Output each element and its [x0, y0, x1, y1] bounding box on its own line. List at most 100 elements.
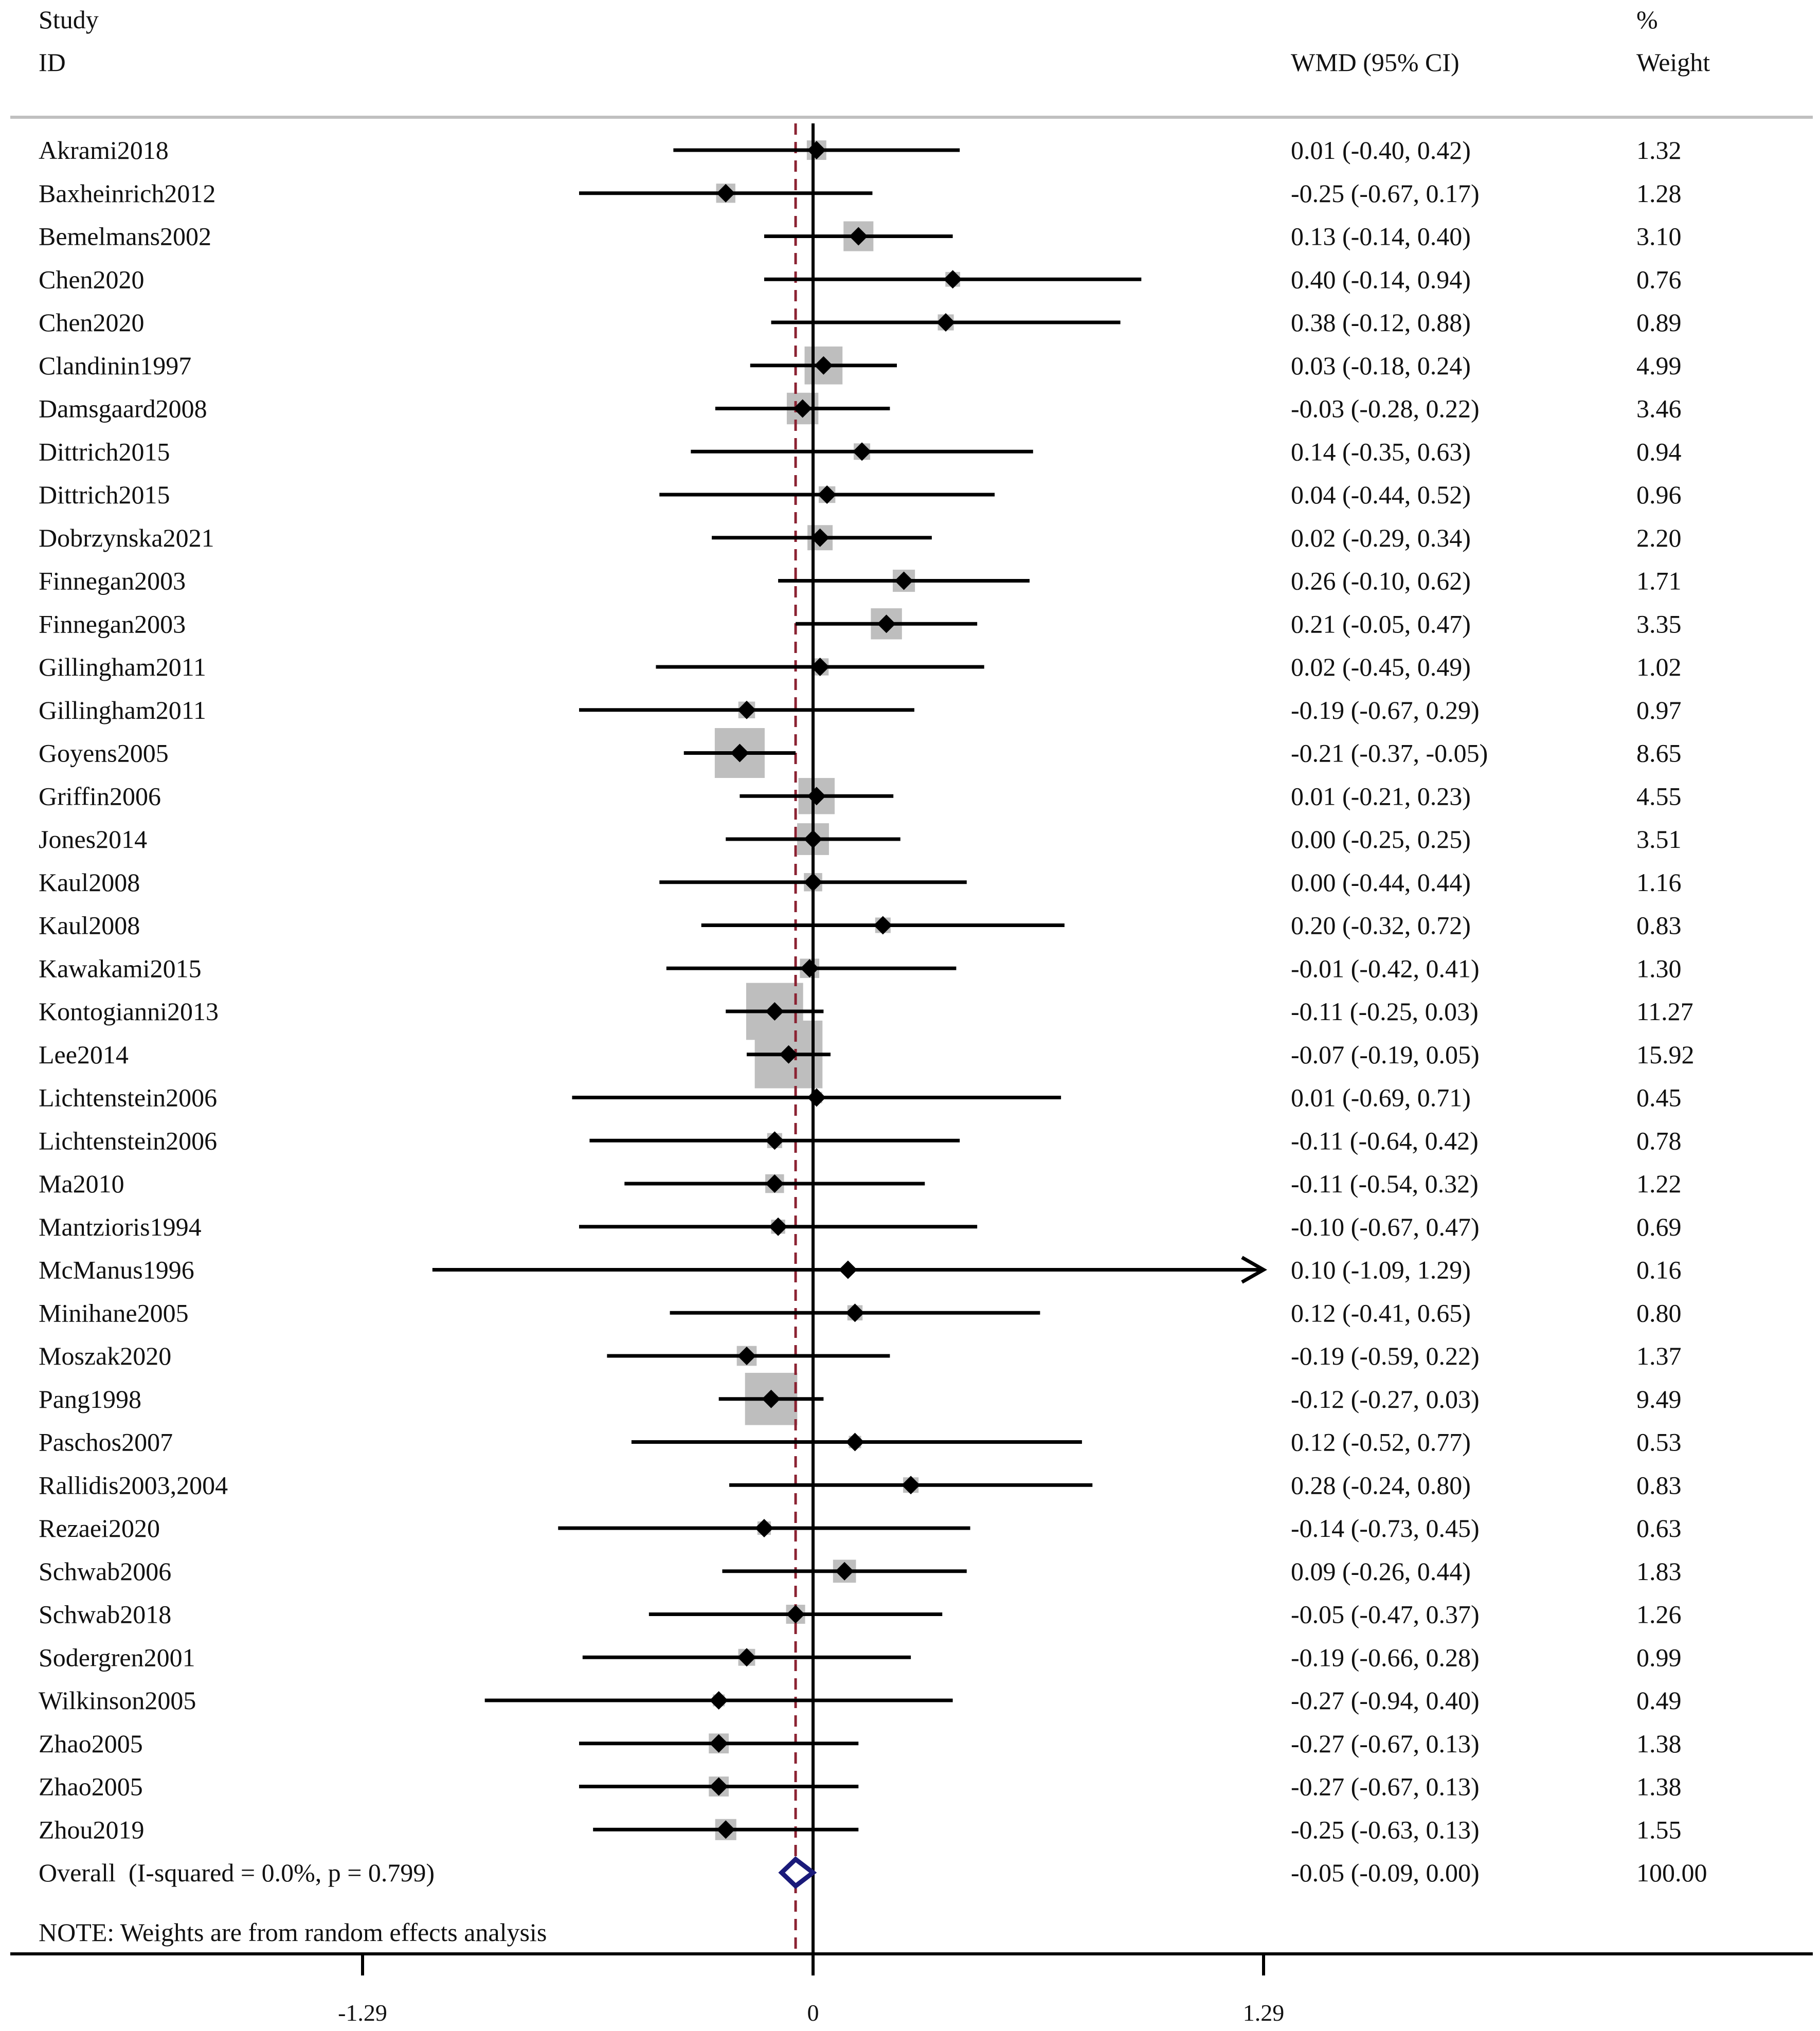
study-label: Mantzioris1994 — [39, 1212, 202, 1241]
study-label: Dittrich2015 — [39, 437, 170, 466]
point-estimate — [779, 1045, 798, 1064]
ci-text: 0.01 (-0.21, 0.23) — [1291, 782, 1471, 810]
weight-text: 11.27 — [1636, 997, 1693, 1026]
ci-text: -0.03 (-0.28, 0.22) — [1291, 394, 1480, 423]
ci-text: -0.11 (-0.64, 0.42) — [1291, 1126, 1479, 1155]
study-label: Dobrzynska2021 — [39, 523, 214, 552]
overall-ci-text: -0.05 (-0.09, 0.00) — [1291, 1858, 1480, 1887]
header-effect: WMD (95% CI) — [1291, 48, 1459, 77]
point-estimate — [849, 227, 868, 246]
weight-text: 3.35 — [1636, 609, 1682, 638]
weight-text: 0.63 — [1636, 1514, 1682, 1543]
weight-text: 1.32 — [1636, 136, 1682, 165]
weight-text: 1.26 — [1636, 1600, 1682, 1629]
ci-text: 0.20 (-0.32, 0.72) — [1291, 911, 1471, 940]
point-estimate — [902, 1476, 921, 1495]
point-estimate — [709, 1777, 728, 1796]
ci-text: -0.11 (-0.54, 0.32) — [1291, 1169, 1479, 1198]
point-estimate — [845, 1303, 864, 1322]
study-label: Finnegan2003 — [39, 609, 186, 638]
ci-text: 0.28 (-0.24, 0.80) — [1291, 1471, 1471, 1499]
study-label: Lee2014 — [39, 1040, 129, 1069]
ci-text: 0.09 (-0.26, 0.44) — [1291, 1557, 1471, 1586]
study-label: Rallidis2003,2004 — [39, 1471, 228, 1499]
point-estimate — [765, 1174, 784, 1193]
weight-text: 0.94 — [1636, 437, 1682, 466]
point-estimate — [894, 571, 913, 590]
weight-text: 1.28 — [1636, 179, 1682, 208]
point-estimate — [709, 1691, 728, 1710]
ci-text: -0.27 (-0.94, 0.40) — [1291, 1686, 1480, 1715]
ci-text: -0.14 (-0.73, 0.45) — [1291, 1514, 1480, 1543]
point-estimate — [709, 1734, 728, 1753]
weight-text: 1.30 — [1636, 954, 1682, 983]
point-estimate — [877, 614, 896, 633]
weight-text: 2.20 — [1636, 523, 1682, 552]
ci-text: 0.40 (-0.14, 0.94) — [1291, 265, 1471, 294]
study-label: Gillingham2011 — [39, 652, 206, 681]
header-id: ID — [39, 48, 66, 77]
point-estimate — [818, 485, 837, 504]
point-estimate — [769, 1217, 788, 1236]
ci-text: -0.12 (-0.27, 0.03) — [1291, 1385, 1480, 1413]
study-label: Dittrich2015 — [39, 480, 170, 509]
study-label: Lichtenstein2006 — [39, 1126, 217, 1155]
point-estimate — [730, 744, 749, 763]
ci-text: 0.12 (-0.41, 0.65) — [1291, 1298, 1471, 1327]
point-estimate — [737, 700, 756, 719]
point-estimate — [786, 1605, 805, 1624]
ci-text: -0.27 (-0.67, 0.13) — [1291, 1772, 1480, 1801]
weight-boxes — [709, 140, 961, 1840]
point-estimate — [936, 313, 956, 332]
point-estimate — [754, 1519, 773, 1537]
header-study: Study — [39, 5, 99, 34]
ci-text: 0.38 (-0.12, 0.88) — [1291, 308, 1471, 337]
point-estimate — [845, 1432, 864, 1452]
ci-text: 0.02 (-0.29, 0.34) — [1291, 523, 1471, 552]
point-estimate — [814, 356, 833, 375]
study-label: Goyens2005 — [39, 739, 169, 768]
point-estimate — [873, 916, 892, 935]
weight-text: 3.10 — [1636, 222, 1682, 251]
point-estimate — [807, 787, 826, 806]
point-estimate — [737, 1648, 756, 1667]
weight-text: 1.02 — [1636, 652, 1682, 681]
weight-text: 0.83 — [1636, 911, 1682, 940]
ci-text: 0.14 (-0.35, 0.63) — [1291, 437, 1471, 466]
weight-text: 15.92 — [1636, 1040, 1695, 1069]
header-weight: Weight — [1636, 48, 1710, 77]
study-label: Clandinin1997 — [39, 351, 191, 380]
study-label: Bemelmans2002 — [39, 222, 211, 251]
weight-text: 0.53 — [1636, 1428, 1682, 1457]
weight-text: 1.37 — [1636, 1341, 1682, 1370]
weight-text: 3.51 — [1636, 825, 1682, 854]
ci-text: 0.12 (-0.52, 0.77) — [1291, 1428, 1471, 1457]
study-label: Kawakami2015 — [39, 954, 202, 983]
point-estimate — [765, 1002, 784, 1021]
study-label: Zhou2019 — [39, 1815, 145, 1844]
point-estimate — [800, 959, 819, 978]
ci-text: -0.21 (-0.37, -0.05) — [1291, 739, 1488, 768]
study-label: Schwab2018 — [39, 1600, 171, 1629]
ci-text: 0.21 (-0.05, 0.47) — [1291, 609, 1471, 638]
study-label: Chen2020 — [39, 308, 145, 337]
ci-text: -0.11 (-0.25, 0.03) — [1291, 997, 1479, 1026]
point-estimate — [716, 1820, 735, 1839]
study-label: McManus1996 — [39, 1256, 194, 1284]
point-estimate — [838, 1260, 857, 1279]
point-estimate — [716, 184, 735, 203]
weight-text: 0.76 — [1636, 265, 1682, 294]
study-label: Griffin2006 — [39, 782, 161, 810]
weight-text: 4.55 — [1636, 782, 1682, 810]
point-estimate — [804, 830, 822, 848]
study-label: Zhao2005 — [39, 1729, 143, 1758]
weight-text: 0.45 — [1636, 1083, 1682, 1112]
point-estimate — [793, 399, 812, 418]
point-estimate — [853, 442, 872, 461]
ci-text: -0.27 (-0.67, 0.13) — [1291, 1729, 1480, 1758]
ci-text: -0.19 (-0.59, 0.22) — [1291, 1341, 1480, 1370]
ci-text: 0.10 (-1.09, 1.29) — [1291, 1256, 1471, 1284]
study-label: Pang1998 — [39, 1385, 141, 1413]
study-label: Kontogianni2013 — [39, 997, 219, 1026]
ci-text: 0.00 (-0.25, 0.25) — [1291, 825, 1471, 854]
